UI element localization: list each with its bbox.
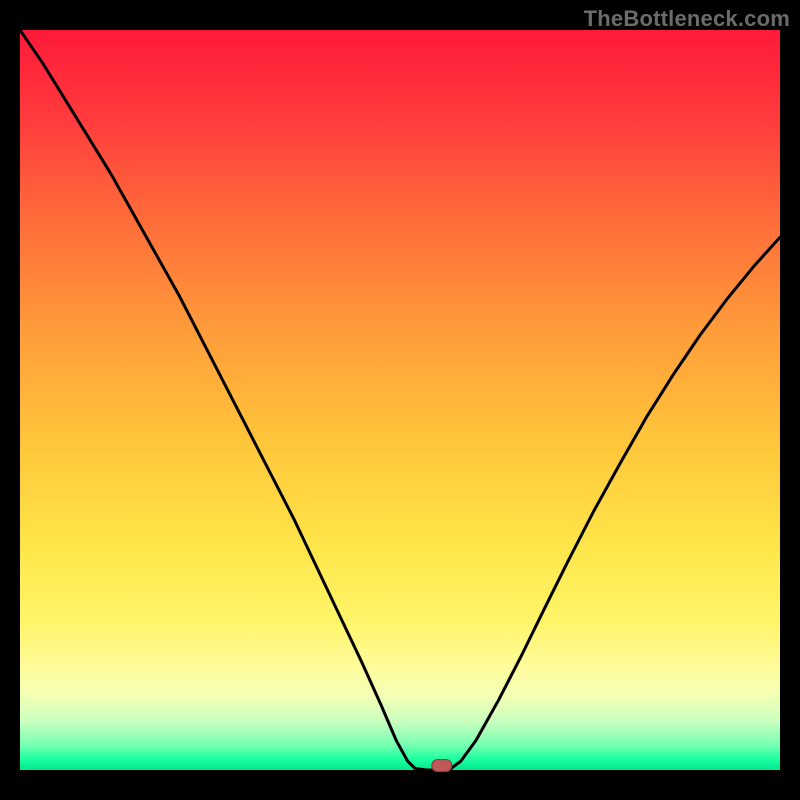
chart-background-gradient	[20, 30, 780, 770]
current-position-marker	[432, 760, 452, 772]
bottleneck-chart	[0, 0, 800, 800]
chart-container: TheBottleneck.com	[0, 0, 800, 800]
watermark-text: TheBottleneck.com	[584, 6, 790, 32]
